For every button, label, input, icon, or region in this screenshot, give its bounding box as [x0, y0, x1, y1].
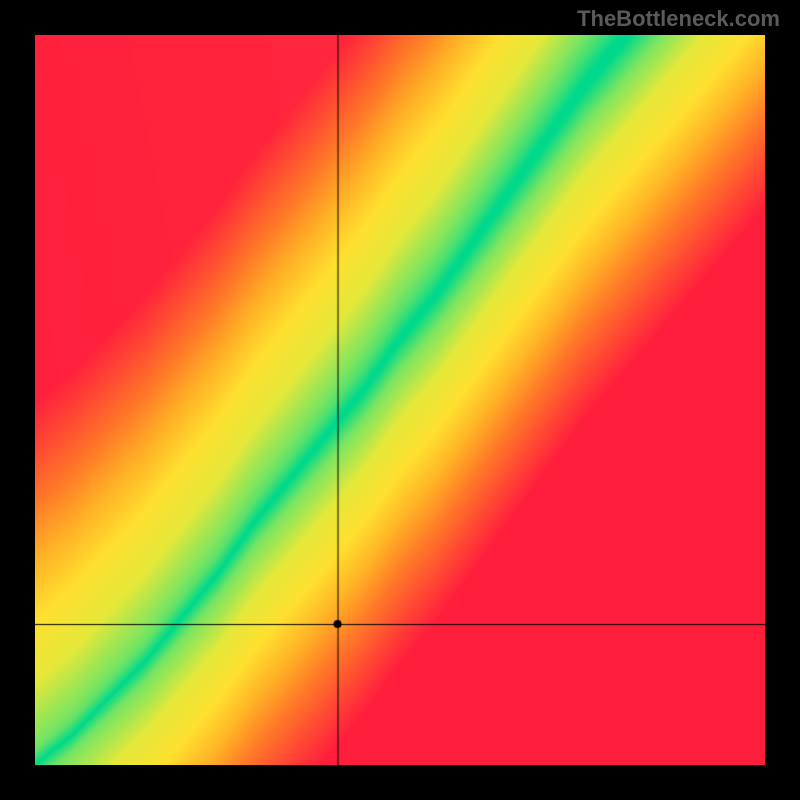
heatmap-canvas [35, 35, 765, 765]
watermark-text: TheBottleneck.com [577, 6, 780, 32]
heatmap-plot [35, 35, 765, 765]
chart-outer: TheBottleneck.com [0, 0, 800, 800]
